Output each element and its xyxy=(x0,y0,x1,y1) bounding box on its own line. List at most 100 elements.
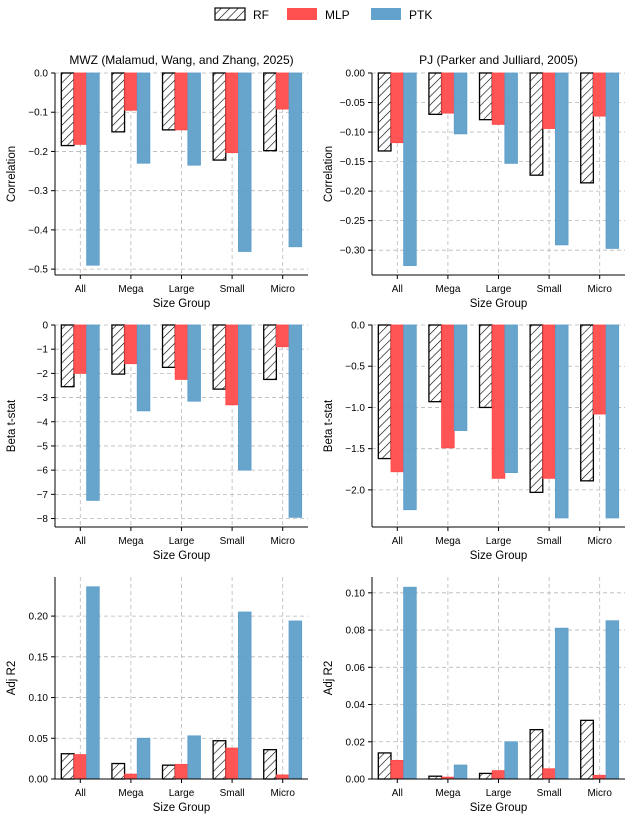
x-tick-label: Small xyxy=(220,788,245,799)
x-tick-label: Small xyxy=(220,284,245,295)
legend: RF MLP PTK xyxy=(214,7,432,22)
bar-ptk-large xyxy=(504,324,518,473)
legend-swatch-ptk xyxy=(371,8,401,20)
bar-mlp-large xyxy=(491,324,506,479)
bar-mlp-mega xyxy=(124,72,138,111)
bar-mlp-small xyxy=(225,324,239,406)
legend-label-rf: RF xyxy=(253,8,269,22)
y-tick-label: −0.15 xyxy=(340,157,366,168)
bar-ptk-mega xyxy=(136,324,151,412)
bar-ptk-micro xyxy=(288,324,303,518)
y-tick-label: 0.00 xyxy=(29,775,49,786)
bar-ptk-small xyxy=(238,324,252,471)
y-axis-label: Adj R2 xyxy=(6,661,18,696)
x-tick-label: Micro xyxy=(587,788,612,799)
x-tick-label: Large xyxy=(486,536,512,547)
y-tick-label: 0.00 xyxy=(346,69,366,80)
x-axis-label: Size Group xyxy=(153,802,211,814)
y-tick-label: −0.4 xyxy=(28,225,48,236)
x-tick-label: Micro xyxy=(270,284,295,295)
y-tick-label: −0.20 xyxy=(340,187,366,198)
x-axis-label: Size Group xyxy=(470,550,528,562)
bar-mlp-all xyxy=(73,72,88,145)
y-tick-label: −0.3 xyxy=(28,186,48,197)
bar-mlp-mega xyxy=(124,324,138,365)
bar-rf-all xyxy=(377,72,392,152)
legend-label-ptk: PTK xyxy=(409,8,432,22)
y-tick-label: −3 xyxy=(37,393,49,404)
y-tick-label: 0.00 xyxy=(346,775,366,786)
bar-ptk-large xyxy=(187,72,201,166)
bar-mlp-large xyxy=(174,763,189,780)
bar-rf-small xyxy=(212,740,227,780)
bar-mlp-all xyxy=(390,759,405,780)
bar-mlp-large xyxy=(174,72,189,131)
bar-mlp-mega xyxy=(124,773,138,780)
bar-mlp-large xyxy=(174,324,189,380)
bar-ptk-mega xyxy=(453,324,468,431)
x-tick-label: All xyxy=(392,788,403,799)
bar-rf-micro xyxy=(263,324,278,381)
bar-mlp-micro xyxy=(275,324,290,348)
y-axis-label: Beta t-stat xyxy=(6,399,18,452)
bar-rf-micro xyxy=(580,719,595,780)
y-tick-label: 0.0 xyxy=(34,69,48,80)
bar-ptk-micro xyxy=(605,620,620,780)
x-axis-label: Size Group xyxy=(153,550,211,562)
y-tick-label: −1.0 xyxy=(345,403,365,414)
bar-mlp-small xyxy=(542,768,556,780)
bar-rf-micro xyxy=(263,72,278,152)
bar-rf-small xyxy=(529,72,544,176)
bar-rf-micro xyxy=(580,324,595,482)
y-axis-label: Beta t-stat xyxy=(323,399,335,452)
x-tick-label: Large xyxy=(169,788,195,799)
y-tick-label: 0.04 xyxy=(346,700,366,711)
y-tick-label: −2.0 xyxy=(345,485,365,496)
y-axis-label: Adj R2 xyxy=(323,661,335,696)
legend-swatch-mlp xyxy=(287,8,317,20)
bar-rf-mega xyxy=(428,72,443,115)
x-axis-label: Size Group xyxy=(470,802,528,814)
bar-mlp-all xyxy=(73,324,88,374)
bar-rf-large xyxy=(478,324,493,409)
x-tick-label: Mega xyxy=(118,788,143,799)
bar-mlp-large xyxy=(491,72,506,125)
bar-ptk-all xyxy=(403,72,417,266)
y-tick-label: −2 xyxy=(37,369,49,380)
x-tick-label: Micro xyxy=(270,536,295,547)
bar-ptk-mega xyxy=(453,764,468,780)
y-tick-label: −1 xyxy=(37,345,49,356)
bar-mlp-small xyxy=(225,747,239,780)
y-tick-label: −0.05 xyxy=(340,98,366,109)
y-tick-label: 0.06 xyxy=(346,663,366,674)
bar-ptk-large xyxy=(504,72,518,164)
y-tick-label: −0.5 xyxy=(28,265,48,276)
bar-rf-micro xyxy=(580,72,595,184)
x-tick-label: All xyxy=(392,536,403,547)
x-tick-label: Large xyxy=(169,536,195,547)
y-tick-label: −6 xyxy=(37,466,49,477)
bar-rf-mega xyxy=(111,324,126,375)
y-tick-label: 0.15 xyxy=(29,652,49,663)
chart-panel-2: 0 −1 −2 −3 −4 −5 −6 −7 −8 All Mega Large Small Micro S… xyxy=(6,321,308,562)
bar-rf-small xyxy=(529,324,544,494)
y-axis-label: Correlation xyxy=(6,146,18,202)
x-tick-label: Micro xyxy=(270,788,295,799)
bar-ptk-all xyxy=(86,72,100,266)
bar-rf-large xyxy=(161,324,176,368)
bar-mlp-micro xyxy=(592,774,607,780)
x-axis-label: Size Group xyxy=(153,298,211,310)
bar-rf-mega xyxy=(111,762,126,780)
y-tick-label: −0.2 xyxy=(28,147,48,158)
bar-ptk-mega xyxy=(136,737,151,780)
x-tick-label: All xyxy=(75,284,86,295)
bar-mlp-micro xyxy=(275,774,290,780)
bar-mlp-all xyxy=(73,754,88,780)
bar-rf-all xyxy=(60,324,75,388)
x-tick-label: Large xyxy=(486,284,512,295)
x-tick-label: Micro xyxy=(587,284,612,295)
y-tick-label: 0.05 xyxy=(29,734,49,745)
bar-ptk-small xyxy=(555,72,569,246)
x-tick-label: All xyxy=(75,536,86,547)
y-tick-label: −8 xyxy=(37,514,49,525)
